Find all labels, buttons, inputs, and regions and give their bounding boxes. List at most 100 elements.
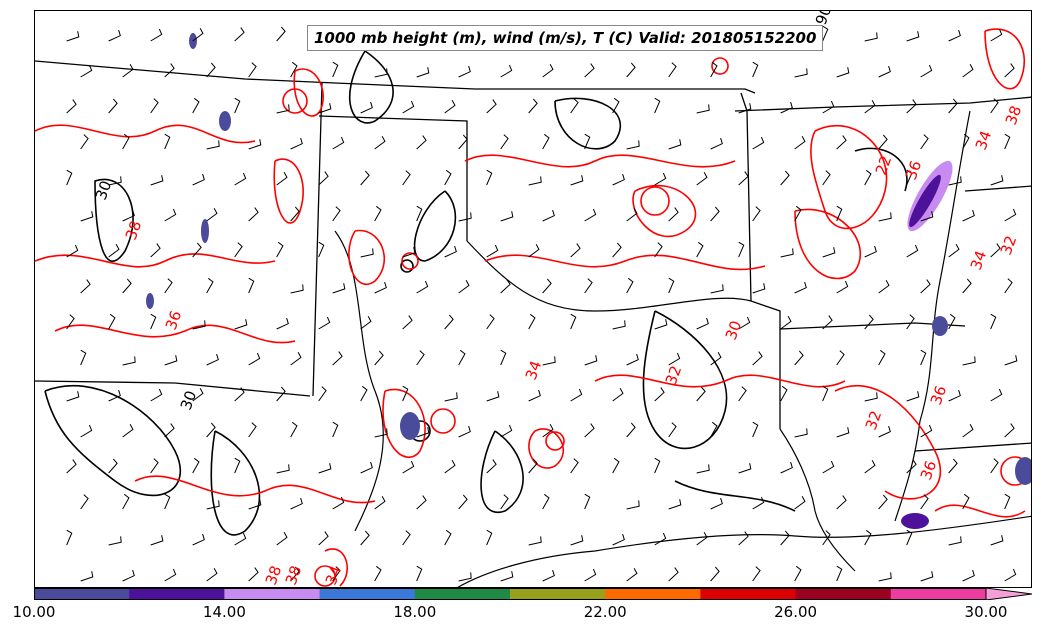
wind-barb [318,531,329,546]
wind-barb [906,169,913,186]
wind-barb [528,458,538,474]
wind-barb [192,28,204,42]
wind-barb [486,529,493,546]
wind-barb [738,316,751,330]
wind-barb [710,61,718,78]
wind-barb [710,497,723,510]
wind-barb [164,568,177,582]
wind-barb [906,31,920,42]
wind-barb [752,496,765,510]
wind-barb [108,536,122,546]
wind-barb [234,27,245,42]
contour-label: 36 [927,383,950,407]
wind-barb [80,211,94,222]
wind-barb [738,103,752,114]
wind-barb [612,97,620,114]
wind-barb [66,99,77,114]
wind-barb [192,97,200,114]
wind-barb [696,386,706,402]
wind-barb [878,494,888,510]
wind-barb [668,139,682,150]
wind-barb [920,494,929,510]
wind-barb [108,98,118,114]
colorbar-extend-arrow [985,588,1032,600]
wind-barb [150,98,159,114]
wind-barb [234,172,247,186]
wind-barb [878,425,891,438]
wind-barb [276,386,286,402]
contour-label: 30 [177,388,200,412]
wind-barb [66,391,80,402]
wind-barb [584,423,595,438]
wind-barb [822,100,835,114]
wind-barb [836,565,843,582]
wind-barb [794,68,808,78]
temperature-contours [35,28,1030,587]
wind-barb [248,422,257,438]
wind-barb [360,530,370,546]
wind-barb [234,97,241,114]
colorbar-tick-label: 22.00 [583,603,627,621]
wind-barb [122,569,135,582]
wind-barb [108,29,121,42]
wind-barb [990,98,999,114]
contour-label: 38 [122,218,145,242]
wind-barb [164,355,178,366]
wind-barb [374,565,382,582]
wind-barb [822,315,833,330]
wind-barb [878,349,886,366]
wind-barb [416,280,429,294]
wind-barb [122,209,135,222]
wind-barb [290,421,298,438]
wind-barb [836,427,850,438]
wind-barb [962,133,970,150]
wind-barb [416,427,430,438]
wind-barb [962,424,974,438]
wind-barb [752,283,766,294]
wind-barb [444,245,457,258]
wind-barb [150,28,163,42]
wind-barb [570,388,583,402]
wind-barb [570,313,577,330]
contour-label: 34 [522,358,545,382]
wind-barb [822,170,831,186]
colorbar-segment [890,588,987,600]
wind-barb [836,280,849,294]
wind-barb [570,458,579,474]
wind-barb [276,241,284,258]
contour-label: 34 [967,248,990,272]
wind-barb [962,569,975,582]
wind-barb [948,176,962,186]
colorbar-tick-label: 18.00 [393,603,437,621]
wind-barb [402,315,413,330]
wind-barb [500,349,507,366]
wind-barb [458,572,472,582]
wind-barb [486,459,497,474]
wind-barb [458,280,470,294]
wind-barb [360,385,368,402]
wind-barb [206,62,216,78]
wind-barb [612,173,625,186]
wind-barb [318,463,332,474]
wind-barb [990,388,1003,402]
wind-barb [248,567,259,582]
wind-barb [794,136,806,150]
wind-barb [738,171,749,186]
contour-label: 38 [282,563,305,587]
wind-barb [206,353,219,366]
wind-barb [360,461,373,474]
wind-barb [570,535,584,546]
contour-label: 22 [872,153,895,177]
wind-barb [836,135,847,150]
wind-barb [402,247,416,258]
wind-barb [752,566,761,582]
wind-barb [864,245,877,258]
wind-barb [668,207,679,222]
colorbar-segment [414,588,511,600]
wind-barb [710,421,718,438]
wind-barb [668,499,682,510]
wind-barb [80,64,93,78]
wind-barb [528,176,542,186]
wind-barb [402,530,411,546]
map-title: 1000 mb height (m), wind (m/s), T (C) Va… [307,25,824,51]
